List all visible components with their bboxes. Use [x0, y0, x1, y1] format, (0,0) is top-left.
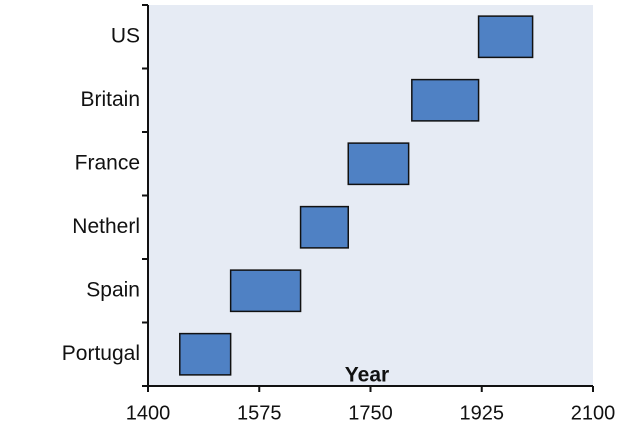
x-tick-label: 1575 — [237, 402, 282, 424]
x-axis-label: Year — [345, 364, 389, 387]
bar — [347, 142, 410, 186]
y-tick-label: France — [75, 151, 140, 174]
x-tick-label: 2100 — [571, 402, 616, 424]
y-tick-label: Spain — [86, 278, 140, 301]
bar — [477, 15, 534, 59]
y-tick-label: Britain — [80, 88, 140, 111]
bar — [179, 332, 232, 376]
x-tick-label: 1925 — [460, 402, 505, 424]
plot-area — [148, 5, 593, 386]
x-tick-label: 1750 — [348, 402, 393, 424]
y-tick-label: Portugal — [62, 342, 140, 365]
y-tick-label: US — [111, 24, 140, 47]
bar — [299, 205, 350, 249]
bar — [411, 78, 480, 122]
bar — [229, 269, 302, 313]
y-tick-label: Netherl — [72, 215, 140, 238]
x-tick-label: 1400 — [126, 402, 171, 424]
